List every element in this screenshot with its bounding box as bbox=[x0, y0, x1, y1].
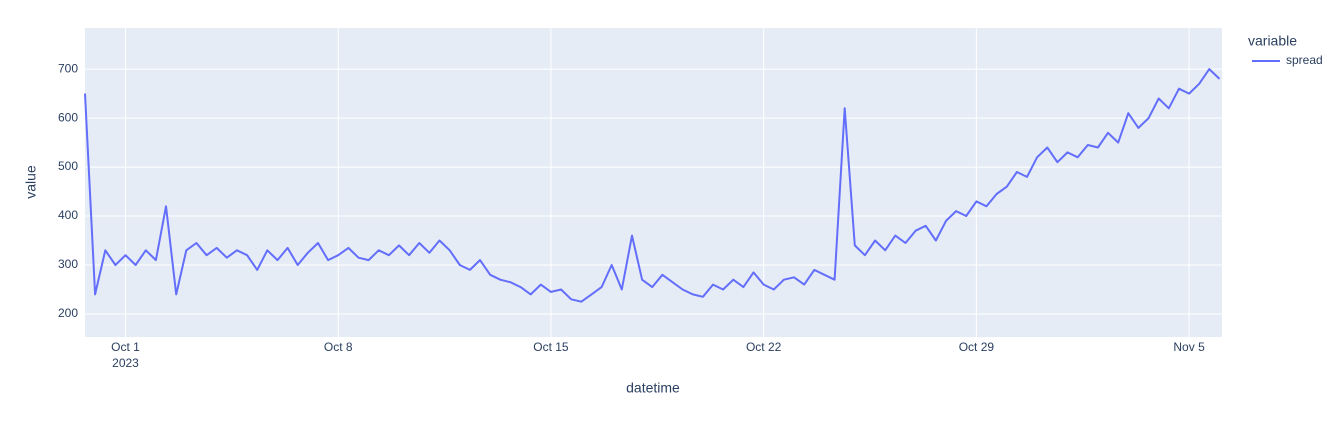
y-tick-label: 200 bbox=[58, 306, 78, 320]
marks bbox=[84, 68, 1221, 303]
x-tick-label: Oct 22 bbox=[746, 340, 782, 354]
x-tick-label: Oct 8 bbox=[324, 340, 353, 354]
x-tick-label: Oct 1 bbox=[111, 340, 140, 354]
y-tick-label: 600 bbox=[58, 110, 78, 124]
y-axis-title: value bbox=[23, 165, 39, 199]
grid bbox=[85, 28, 1222, 337]
plot-background bbox=[85, 28, 1222, 337]
x-tick-year: 2023 bbox=[112, 356, 139, 370]
legend-label: spread bbox=[1286, 53, 1323, 67]
y-tick-label: 500 bbox=[58, 159, 78, 173]
x-tick-label: Oct 15 bbox=[533, 340, 569, 354]
y-tick-label: 700 bbox=[58, 61, 78, 75]
legend-title: variable bbox=[1248, 33, 1297, 49]
x-tick-label: Nov 5 bbox=[1173, 340, 1205, 354]
y-tick-label: 300 bbox=[58, 257, 78, 271]
x-axis-title: datetime bbox=[626, 380, 680, 396]
y-tick-label: 400 bbox=[58, 208, 78, 222]
x-tick-label: Oct 29 bbox=[959, 340, 995, 354]
line-series bbox=[84, 68, 1221, 303]
